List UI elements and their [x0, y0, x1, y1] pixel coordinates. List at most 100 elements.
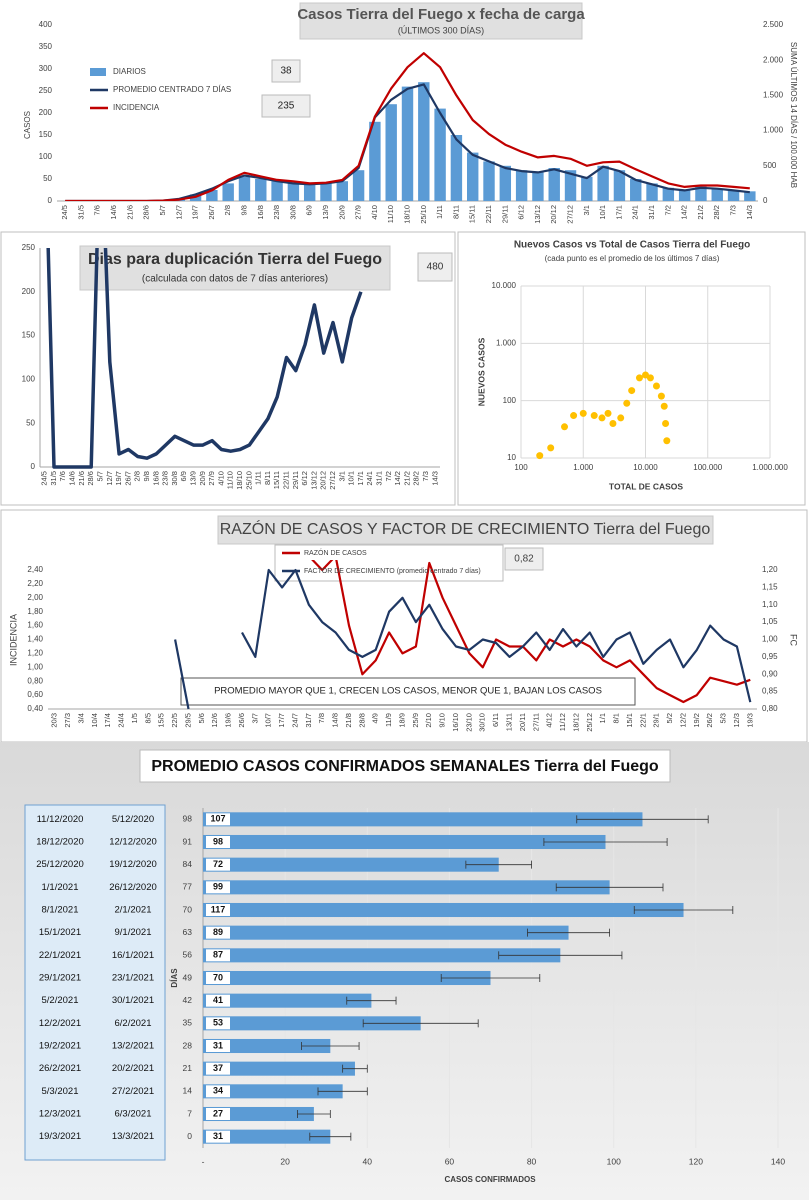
bar	[646, 183, 658, 201]
bar	[548, 168, 560, 201]
date-end: 5/3/2021	[42, 1086, 79, 1097]
x-tick-label: 1/11	[254, 471, 263, 485]
x-tick-label: 17/4	[103, 713, 112, 728]
error-bar	[301, 1042, 360, 1050]
x-tick-label: 30/10	[478, 713, 487, 732]
value-label: 70	[213, 972, 223, 982]
x-tick-label: 31/1	[647, 205, 656, 220]
y-tick-label: 98	[183, 814, 193, 824]
x-tick-label: 13/12	[533, 205, 542, 224]
point	[617, 414, 625, 422]
x-tick-label: 23/8	[272, 205, 281, 220]
x-tick-label: 9/8	[239, 205, 248, 215]
x-tick-label: 31/1	[375, 471, 384, 486]
x-tick-label: 21/2	[402, 471, 411, 486]
x-tick-label: 31/5	[76, 205, 85, 220]
x-tick-label: 3/7	[250, 713, 259, 723]
value-label: 34	[213, 1086, 223, 1096]
chart-title: Nuevos Casos vs Total de Casos Tierra de…	[514, 240, 750, 251]
x-tick-label: 5/3	[719, 713, 728, 723]
value-label: 27	[213, 1108, 223, 1118]
x-tick-label: 26/6	[237, 713, 246, 728]
x-tick-label: 28/8	[357, 713, 366, 728]
x-tick-label: 25/9	[411, 713, 420, 728]
value-label: 41	[213, 995, 223, 1005]
x-tick-label: 26/7	[207, 205, 216, 220]
bar	[255, 179, 267, 201]
x-tick-label: 11/12	[558, 713, 567, 731]
x-tick-label: 15/11	[468, 205, 477, 223]
bar	[336, 181, 348, 201]
y-tick-label: 100	[22, 375, 36, 384]
x-tick-label: 7/2	[663, 205, 672, 215]
error-bar	[342, 1064, 368, 1073]
y-tick-label: 21	[183, 1063, 193, 1073]
error-bar	[498, 951, 623, 960]
x-tick-label: 18/9	[397, 713, 406, 728]
x-tick-label: 8/11	[263, 471, 272, 485]
panel-3	[457, 231, 806, 506]
date-start: 2/1/2021	[115, 905, 152, 916]
x-tick-label: 6/9	[305, 205, 314, 215]
error-bar	[440, 974, 541, 982]
point	[646, 374, 654, 382]
x-tick-label: 10.000	[633, 463, 658, 472]
annotation-box	[271, 59, 301, 83]
y2-tick-label: 1.000	[763, 126, 784, 135]
bar	[597, 165, 609, 201]
y-tick-label: 70	[183, 904, 193, 914]
date-start: 27/2/2021	[112, 1086, 154, 1097]
x-tick-label: 24/4	[117, 713, 126, 728]
chart-subtitle: (cada punto es el promedio de los último…	[545, 254, 720, 263]
y2-tick-label: 2.000	[763, 55, 784, 64]
bar	[203, 1061, 355, 1076]
date-start: 16/1/2021	[112, 950, 154, 961]
x-tick-label: 120	[689, 1156, 703, 1166]
point	[662, 419, 670, 427]
error-bar	[317, 1087, 368, 1096]
x-tick-label: 22/11	[484, 205, 493, 223]
value-label-box	[206, 1017, 230, 1030]
point	[598, 414, 606, 422]
bar	[662, 187, 675, 201]
x-tick-label: 4/12	[545, 713, 554, 728]
x-tick-label: 1.000.000	[752, 463, 788, 472]
y-tick-label: 0,80	[27, 676, 43, 685]
point	[660, 402, 668, 410]
bar	[401, 86, 414, 201]
y-tick-label: 49	[183, 972, 193, 982]
title-box	[217, 515, 714, 545]
x-tick-label: 7/6	[58, 471, 67, 481]
x-tick-label: 28/6	[86, 471, 95, 486]
date-end: 19/2/2021	[39, 1041, 81, 1052]
y2-tick-label: 1,15	[762, 582, 778, 591]
value-label-box	[206, 904, 230, 916]
y-tick-label: 0	[187, 1131, 192, 1141]
date-start: 6/2/2021	[115, 1018, 152, 1029]
point	[628, 387, 636, 395]
x-tick-label: 19/3	[745, 713, 754, 728]
x-tick-label: 19/2	[692, 713, 701, 728]
value-label: 31	[213, 1040, 223, 1050]
x-tick-label: 17/7	[277, 713, 286, 728]
value-label-box	[206, 1130, 230, 1143]
value-label-box	[206, 836, 230, 848]
bar	[385, 104, 397, 201]
x-tick-label: 22/11	[281, 471, 290, 489]
x-tick-label: 14/3	[430, 471, 439, 486]
y2-axis-label: SUMA ÚLTIMOS 14 DÍAS / 100.000 HAB	[789, 42, 798, 188]
x-tick-label: 4/10	[370, 205, 379, 220]
legend-label: DIARIOS	[113, 67, 146, 76]
date-end: 22/1/2021	[39, 950, 81, 961]
x-tick-label: 5/7	[95, 471, 104, 481]
value-label-box	[206, 813, 230, 826]
bar	[203, 993, 372, 1008]
x-tick-label: 3/1	[337, 471, 346, 481]
y2-tick-label: 1,00	[762, 635, 778, 644]
y-tick-label: 50	[43, 174, 52, 183]
x-tick-label: 7/8	[317, 713, 326, 723]
bar	[203, 948, 561, 963]
date-end: 11/12/2020	[37, 814, 84, 825]
x-tick-label: 28/6	[142, 205, 151, 220]
